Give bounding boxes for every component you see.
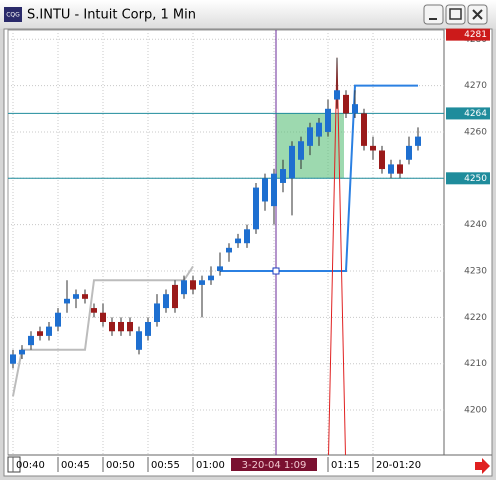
candle-body (334, 90, 340, 100)
candle-body (55, 312, 61, 327)
y-tick-label: 4210 (464, 359, 487, 369)
y-tick-label: 4260 (464, 127, 487, 137)
candle-body (91, 308, 97, 313)
candle-body (352, 104, 358, 114)
app-icon (4, 7, 22, 22)
candle-body (145, 321, 151, 336)
y-tick-label: 4200 (464, 406, 487, 416)
candle-body (19, 349, 25, 355)
app-icon-text: CQG (6, 12, 20, 19)
y-tick-label: 4240 (464, 220, 487, 230)
marker-label: 4281 (464, 30, 487, 40)
candle-body (82, 294, 88, 299)
candle-body (190, 280, 196, 290)
x-tick-label: 01:00 (196, 460, 225, 471)
candle-body (226, 247, 232, 253)
candle-body (10, 354, 16, 364)
y-tick-label: 4230 (464, 267, 487, 277)
candle-body (388, 164, 394, 174)
y-tick-label: 4270 (464, 81, 487, 91)
candle-body (172, 284, 178, 309)
x-tick-label: 00:40 (16, 460, 45, 471)
x-tick-label: 3-20-04 1:09 (242, 460, 307, 471)
candle-body (64, 298, 70, 304)
candle-body (271, 173, 277, 207)
candle-body (217, 266, 223, 272)
candle-body (298, 141, 304, 160)
y-tick-label: 4220 (464, 313, 487, 323)
candle-body (244, 229, 250, 244)
candle-body (127, 321, 133, 332)
plot-layer (8, 30, 444, 455)
level-label: 4264 (464, 109, 487, 119)
line-series (220, 84, 418, 273)
cursor-date-box (231, 458, 317, 471)
x-tick-label: 20-01:20 (376, 460, 421, 471)
candle-body (109, 321, 115, 332)
candle-body (325, 108, 331, 132)
candle-body (118, 321, 124, 332)
candle-body (397, 164, 403, 174)
candle-body (289, 145, 295, 179)
candle-body (262, 178, 268, 202)
candle-body (37, 331, 43, 336)
minimize-button[interactable] (423, 4, 444, 25)
x-tick-label: 01:15 (331, 460, 360, 471)
candle-body (361, 113, 367, 146)
scroll-arrow[interactable] (475, 458, 490, 474)
candle-body (136, 331, 142, 350)
candle-body (406, 145, 412, 160)
marker-label-box (446, 28, 490, 41)
x-tick-label: 00:45 (61, 460, 90, 471)
candle-body (343, 94, 349, 114)
candle-body (46, 326, 52, 336)
candle-body (415, 136, 421, 146)
candle-body (208, 275, 214, 281)
cursor-marker (272, 267, 280, 275)
level-label-box (446, 107, 490, 120)
candle-body (280, 169, 286, 183)
x-tick-label: 00:55 (151, 460, 180, 471)
candle-body (253, 187, 259, 230)
candle-body (100, 312, 106, 322)
candle-body (73, 294, 79, 299)
close-button[interactable] (467, 4, 488, 25)
level-label: 4250 (464, 174, 487, 184)
candle-body (181, 280, 187, 295)
candle-body (28, 335, 34, 346)
candle-body (316, 122, 322, 137)
x-tick-label: 00:50 (106, 460, 135, 471)
line-series (12, 265, 194, 397)
candle-body (307, 127, 313, 146)
candle-body (154, 303, 160, 322)
window-title: S.INTU - Intuit Corp, 1 Min (27, 8, 196, 23)
candle-body (235, 238, 241, 244)
candle-body (379, 150, 385, 170)
candle-body (370, 145, 376, 151)
level-label-box (446, 172, 490, 185)
plot-area (7, 29, 445, 456)
scroll-box[interactable] (7, 456, 21, 473)
candle-body (199, 280, 205, 285)
candle-body (163, 294, 169, 309)
title-bar (0, 0, 496, 29)
maximize-button[interactable] (445, 4, 466, 25)
